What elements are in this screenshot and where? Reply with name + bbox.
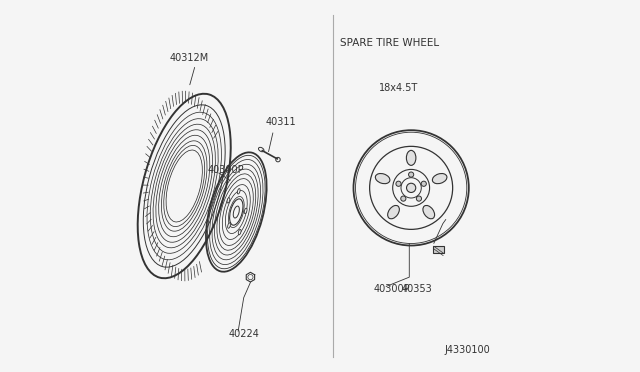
Text: 18x4.5T: 18x4.5T (379, 83, 418, 93)
Ellipse shape (375, 173, 390, 184)
Text: 40353: 40353 (402, 284, 433, 294)
Ellipse shape (237, 189, 240, 194)
Text: SPARE TIRE WHEEL: SPARE TIRE WHEEL (340, 38, 440, 48)
Ellipse shape (433, 173, 447, 184)
Ellipse shape (244, 208, 247, 214)
Ellipse shape (238, 230, 241, 235)
Ellipse shape (233, 206, 239, 218)
Text: J4330100: J4330100 (445, 345, 490, 355)
Ellipse shape (396, 181, 401, 186)
Text: 40312M: 40312M (170, 53, 209, 63)
Text: 40300P: 40300P (374, 284, 411, 294)
Ellipse shape (406, 183, 416, 192)
FancyBboxPatch shape (433, 246, 444, 253)
Ellipse shape (401, 178, 421, 198)
Text: 40224: 40224 (228, 328, 259, 339)
Text: 40300P: 40300P (207, 165, 244, 175)
Ellipse shape (417, 196, 422, 201)
Ellipse shape (248, 275, 253, 280)
Ellipse shape (423, 205, 435, 219)
Ellipse shape (388, 205, 399, 219)
Ellipse shape (227, 198, 230, 203)
Text: 40311: 40311 (266, 116, 297, 126)
Ellipse shape (421, 181, 426, 186)
Ellipse shape (408, 172, 413, 177)
Ellipse shape (401, 196, 406, 201)
Ellipse shape (406, 150, 416, 166)
Ellipse shape (228, 223, 230, 228)
